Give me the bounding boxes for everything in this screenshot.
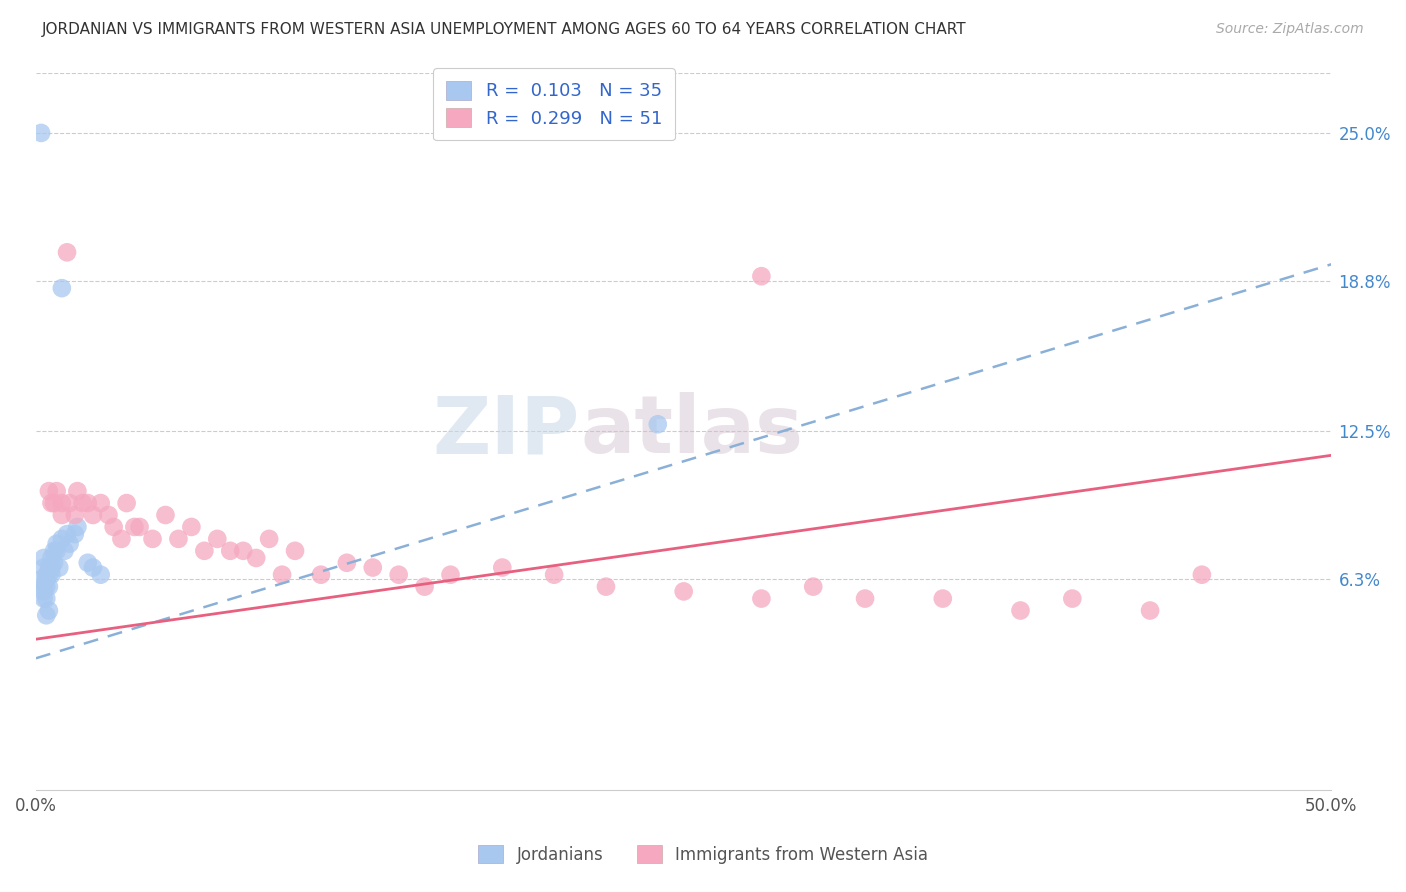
Point bbox=[128, 520, 150, 534]
Point bbox=[41, 567, 63, 582]
Point bbox=[932, 591, 955, 606]
Point bbox=[66, 484, 89, 499]
Point bbox=[32, 580, 55, 594]
Point bbox=[35, 573, 58, 587]
Point bbox=[72, 496, 94, 510]
Point bbox=[38, 560, 60, 574]
Point bbox=[219, 544, 242, 558]
Point bbox=[90, 496, 112, 510]
Point bbox=[82, 560, 104, 574]
Point bbox=[90, 567, 112, 582]
Point bbox=[124, 520, 146, 534]
Point bbox=[76, 496, 98, 510]
Point bbox=[42, 544, 65, 558]
Point bbox=[42, 496, 65, 510]
Point bbox=[543, 567, 565, 582]
Point bbox=[45, 544, 67, 558]
Point bbox=[801, 580, 824, 594]
Point bbox=[59, 536, 82, 550]
Point bbox=[853, 591, 876, 606]
Point bbox=[110, 532, 132, 546]
Point bbox=[207, 532, 229, 546]
Point bbox=[63, 508, 86, 522]
Point bbox=[439, 567, 461, 582]
Point bbox=[32, 591, 55, 606]
Point bbox=[32, 560, 55, 574]
Point bbox=[35, 591, 58, 606]
Point bbox=[82, 508, 104, 522]
Point bbox=[38, 580, 60, 594]
Text: JORDANIAN VS IMMIGRANTS FROM WESTERN ASIA UNEMPLOYMENT AMONG AGES 60 TO 64 YEARS: JORDANIAN VS IMMIGRANTS FROM WESTERN ASI… bbox=[42, 22, 967, 37]
Point bbox=[32, 551, 55, 566]
Point bbox=[41, 560, 63, 574]
Point bbox=[42, 556, 65, 570]
Legend: R =  0.103   N = 35, R =  0.299   N = 51: R = 0.103 N = 35, R = 0.299 N = 51 bbox=[433, 68, 675, 140]
Point bbox=[97, 508, 120, 522]
Point bbox=[38, 567, 60, 582]
Point bbox=[56, 245, 79, 260]
Point bbox=[245, 551, 267, 566]
Point bbox=[361, 560, 384, 574]
Legend: Jordanians, Immigrants from Western Asia: Jordanians, Immigrants from Western Asia bbox=[471, 838, 935, 871]
Point bbox=[491, 560, 513, 574]
Point bbox=[66, 520, 89, 534]
Point bbox=[51, 281, 73, 295]
Point bbox=[56, 527, 79, 541]
Point bbox=[115, 496, 138, 510]
Point bbox=[45, 536, 67, 550]
Point bbox=[672, 584, 695, 599]
Point bbox=[41, 551, 63, 566]
Point bbox=[45, 484, 67, 499]
Point bbox=[751, 591, 773, 606]
Point bbox=[257, 532, 280, 546]
Point bbox=[59, 496, 82, 510]
Text: atlas: atlas bbox=[581, 392, 803, 470]
Point bbox=[1191, 567, 1213, 582]
Point bbox=[51, 508, 73, 522]
Point bbox=[647, 417, 669, 432]
Point bbox=[53, 544, 76, 558]
Point bbox=[309, 567, 332, 582]
Point bbox=[193, 544, 215, 558]
Point bbox=[30, 573, 52, 587]
Point bbox=[38, 484, 60, 499]
Point bbox=[388, 567, 411, 582]
Point bbox=[284, 544, 307, 558]
Point bbox=[595, 580, 617, 594]
Point bbox=[35, 567, 58, 582]
Point bbox=[48, 560, 70, 574]
Point bbox=[35, 608, 58, 623]
Point bbox=[232, 544, 254, 558]
Point bbox=[1062, 591, 1084, 606]
Point bbox=[76, 556, 98, 570]
Point bbox=[141, 532, 163, 546]
Text: Source: ZipAtlas.com: Source: ZipAtlas.com bbox=[1216, 22, 1364, 37]
Point bbox=[155, 508, 177, 522]
Point bbox=[38, 603, 60, 617]
Point bbox=[751, 269, 773, 284]
Point bbox=[1139, 603, 1161, 617]
Point bbox=[32, 584, 55, 599]
Point bbox=[35, 580, 58, 594]
Point bbox=[41, 496, 63, 510]
Point bbox=[30, 126, 52, 140]
Point bbox=[51, 532, 73, 546]
Point bbox=[51, 496, 73, 510]
Point bbox=[336, 556, 359, 570]
Point bbox=[271, 567, 294, 582]
Point bbox=[103, 520, 125, 534]
Point bbox=[63, 527, 86, 541]
Text: ZIP: ZIP bbox=[433, 392, 581, 470]
Point bbox=[1010, 603, 1032, 617]
Point bbox=[413, 580, 436, 594]
Point bbox=[167, 532, 190, 546]
Point bbox=[180, 520, 202, 534]
